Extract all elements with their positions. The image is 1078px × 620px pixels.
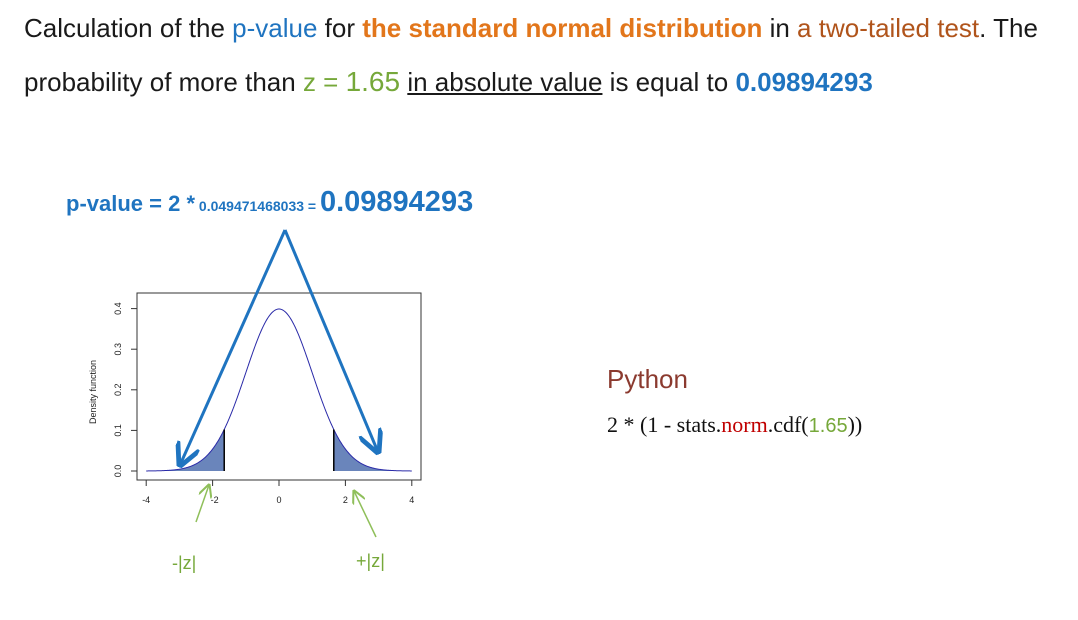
code-norm: norm [721,412,768,437]
python-title: Python [607,364,688,394]
code-part: .cdf( [767,412,809,437]
heading-part: Calculation of the [24,13,233,43]
density-curve [146,308,412,472]
y-tick-label: 0.4 [113,302,123,315]
code-part: )) [847,412,863,437]
pos-z-label: +|z| [356,551,385,571]
right-tail-area [333,429,412,471]
x-tick-label: -2 [211,495,219,505]
x-tick-label: 4 [409,495,414,505]
code-number: 1.65 [808,415,848,437]
heading-part: . The probability of more than [24,13,1038,97]
distribution-term: the standard normal distribution [362,13,763,43]
plot-frame [136,292,422,481]
heading-text: Calculation of the p-value for the stand… [24,2,1064,109]
python-code: 2 * (1 - stats.norm.cdf(1.65)) [607,412,862,438]
heading-part: is equal to [602,67,736,97]
result-value: 0.09894293 [735,67,873,97]
neg-z-arrow [195,485,209,523]
test-type-term: a two-tailed test [797,13,980,43]
y-tick-label: 0.1 [113,424,123,437]
pos-z-arrow [354,491,377,538]
formula-prefix: p-value = 2 [66,191,187,216]
formula-result: 0.09894293 [319,186,474,218]
x-axis: -4 -2 0 2 4 [142,479,414,505]
x-tick-label: -4 [142,495,150,505]
p-value-formula: p-value = 2 * 0.049471468033 = 0.0989429… [66,186,473,219]
y-axis-label: Density function [88,360,98,424]
z-value: 1.65 [345,66,401,97]
left-blue-arrow [180,229,287,465]
absolute-value-term: in absolute value [407,67,603,97]
left-tail-area [146,429,225,471]
right-blue-arrow [283,229,378,452]
x-tick-label: 0 [276,495,281,505]
p-value-term: p-value [232,13,318,43]
y-axis: 0.0 0.1 0.2 0.3 0.4 [113,302,138,478]
formula-half-value: 0.049471468033 = [195,198,320,214]
formula-star: * [186,191,196,216]
neg-z-label: -|z| [172,553,197,573]
heading-part: in [762,13,798,43]
y-tick-label: 0.3 [113,343,123,356]
y-tick-label: 0.0 [113,465,123,478]
x-tick-label: 2 [343,495,348,505]
code-part: 2 * (1 - stats. [607,412,722,437]
heading-part: for [317,13,363,43]
z-term: z = [302,67,346,97]
y-tick-label: 0.2 [113,384,123,397]
